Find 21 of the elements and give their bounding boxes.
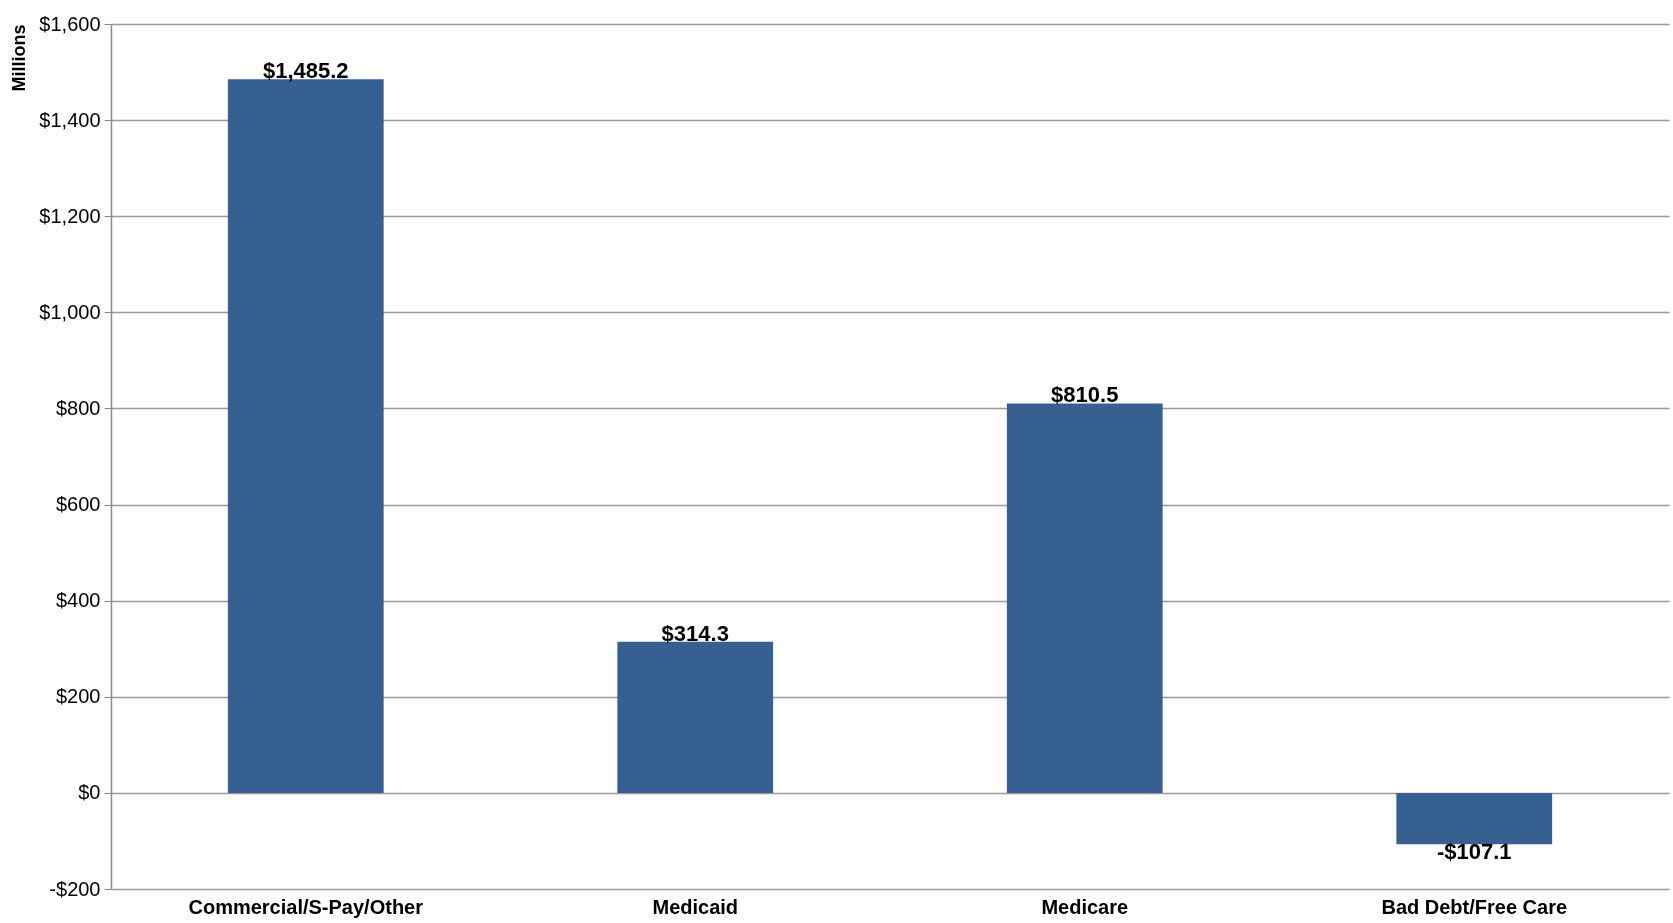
y-tick-label: $1,600	[39, 12, 101, 35]
y-axis-title: Millions	[9, 24, 30, 92]
y-tick-label: $400	[56, 589, 101, 612]
y-tick-label: -$200	[49, 877, 101, 900]
y-tick-label: $600	[56, 493, 101, 516]
data-label: $1,485.2	[262, 58, 349, 84]
y-tick-label: $0	[78, 781, 101, 804]
x-tick-label: Medicaid	[652, 895, 739, 918]
x-tick-label: Bad Debt/Free Care	[1381, 895, 1568, 918]
y-tick-label: $1,200	[39, 204, 101, 227]
x-tick-label: Medicare	[1041, 895, 1129, 918]
x-tick-label: Commercial/S-Pay/Other	[188, 895, 424, 918]
y-tick-label: $1,000	[39, 300, 101, 323]
bar	[1396, 792, 1553, 845]
y-tick-label: $1,400	[39, 108, 101, 131]
y-tick-label: $200	[56, 685, 101, 708]
data-label: $314.3	[661, 620, 729, 646]
data-label: $810.5	[1051, 382, 1119, 408]
y-tick-label: $800	[56, 396, 101, 419]
bar	[1006, 403, 1163, 793]
data-label: -$107.1	[1436, 839, 1512, 865]
